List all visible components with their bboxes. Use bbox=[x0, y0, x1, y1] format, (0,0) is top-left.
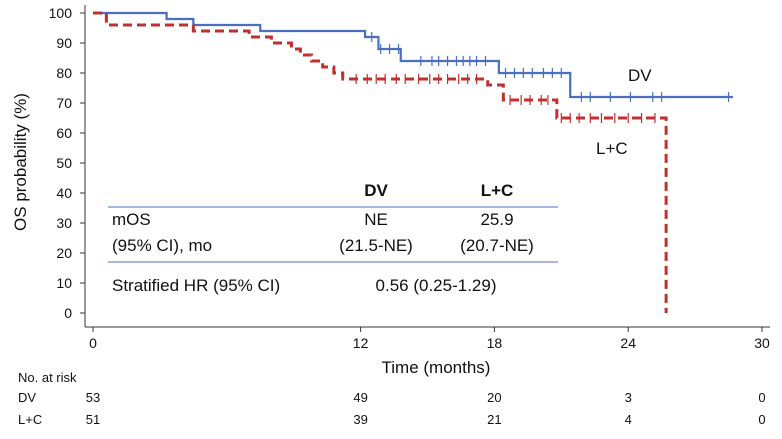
stats-row2-label: (95% CI), mo bbox=[112, 236, 212, 255]
risk-value: 20 bbox=[487, 390, 501, 405]
stats-col-lc: L+C bbox=[481, 181, 514, 200]
risk-table: No. at risk DV L+C 53 49 20 3 0 51 39 21 4 0 bbox=[18, 370, 766, 427]
risk-row-label-dv: DV bbox=[18, 390, 36, 405]
y-tick-label: 70 bbox=[56, 95, 72, 111]
y-tick-label: 50 bbox=[56, 155, 72, 171]
series-line-lc bbox=[93, 11, 668, 313]
stats-row2-lc: (20.7-NE) bbox=[460, 236, 534, 255]
curves bbox=[93, 11, 734, 313]
stats-row1-dv: NE bbox=[364, 210, 388, 229]
stats-row2-dv: (21.5-NE) bbox=[339, 236, 413, 255]
dv-curve-label: DV bbox=[628, 66, 652, 85]
risk-value: 0 bbox=[758, 412, 765, 427]
stats-hr-value: 0.56 (0.25-1.29) bbox=[376, 276, 497, 295]
stats-table: DV L+C mOS NE 25.9 (95% CI), mo (21.5-NE… bbox=[108, 181, 558, 295]
risk-value: 4 bbox=[625, 412, 632, 427]
y-tick-label: 10 bbox=[56, 275, 72, 291]
y-tick-label: 40 bbox=[56, 185, 72, 201]
risk-values: 53 49 20 3 0 51 39 21 4 0 bbox=[86, 390, 766, 427]
y-ticks: 0 10 20 30 40 50 60 70 80 90 100 bbox=[49, 5, 85, 321]
stats-hr-label: Stratified HR (95% CI) bbox=[112, 276, 280, 295]
stats-row1-lc: 25.9 bbox=[480, 210, 513, 229]
risk-value: 3 bbox=[625, 390, 632, 405]
y-tick-label: 20 bbox=[56, 245, 72, 261]
x-tick-label: 12 bbox=[353, 335, 369, 351]
risk-value: 0 bbox=[758, 390, 765, 405]
risk-value: 21 bbox=[487, 412, 501, 427]
x-tick-label: 0 bbox=[89, 335, 97, 351]
y-tick-label: 80 bbox=[56, 65, 72, 81]
y-tick-label: 60 bbox=[56, 125, 72, 141]
risk-row-label-lc: L+C bbox=[18, 412, 42, 427]
x-tick-label: 18 bbox=[487, 335, 503, 351]
risk-value: 53 bbox=[86, 390, 100, 405]
risk-value: 51 bbox=[86, 412, 100, 427]
risk-value: 49 bbox=[353, 390, 367, 405]
x-axis-title: Time (months) bbox=[382, 358, 491, 377]
y-tick-label: 30 bbox=[56, 215, 72, 231]
y-tick-label: 100 bbox=[49, 5, 73, 21]
risk-value: 39 bbox=[353, 412, 367, 427]
lc-curve-label: L+C bbox=[596, 139, 628, 158]
stats-row1-label: mOS bbox=[112, 210, 151, 229]
x-ticks: 0 12 18 24 30 bbox=[89, 327, 770, 351]
stats-col-dv: DV bbox=[364, 181, 388, 200]
x-tick-label: 30 bbox=[754, 335, 770, 351]
y-tick-label: 90 bbox=[56, 35, 72, 51]
y-axis-title: OS probability (%) bbox=[11, 93, 30, 231]
risk-table-title: No. at risk bbox=[18, 370, 77, 385]
x-tick-label: 24 bbox=[620, 335, 636, 351]
y-tick-label: 0 bbox=[64, 305, 72, 321]
